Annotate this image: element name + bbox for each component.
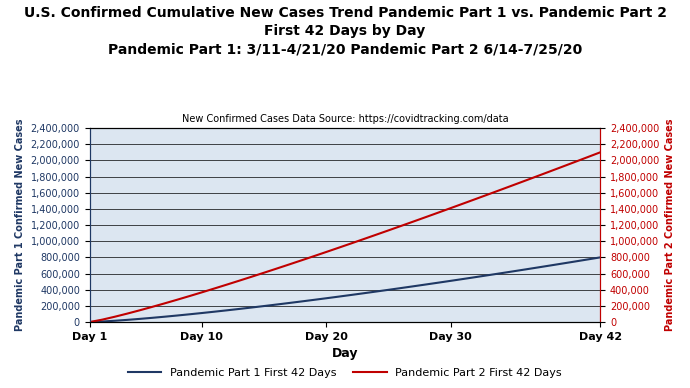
Pandemic Part 2 First 42 Days [397,223,405,228]
Pandemic Part 1 First 42 Days [372,289,380,294]
Pandemic Part 1 First 42 Days [285,301,293,305]
Pandemic Part 1 First 42 Days [197,311,206,315]
Line: Pandemic Part 2 First 42 Days: Pandemic Part 2 First 42 Days [90,152,600,322]
Pandemic Part 1 First 42 Days [497,271,505,275]
Pandemic Part 2 First 42 Days [359,237,368,241]
Y-axis label: Pandemic Part 2 Confirmed New Cases: Pandemic Part 2 Confirmed New Cases [665,119,675,331]
Pandemic Part 1 First 42 Days [335,294,343,299]
Pandemic Part 1 First 42 Days [148,315,156,320]
Pandemic Part 1 First 42 Days [86,320,94,324]
Pandemic Part 1 First 42 Days [422,282,430,287]
Pandemic Part 1 First 42 Days [446,279,455,283]
Pandemic Part 1 First 42 Days [322,296,331,301]
Pandemic Part 2 First 42 Days [160,301,168,306]
Pandemic Part 2 First 42 Days [172,298,181,302]
Pandemic Part 2 First 42 Days [509,183,518,187]
Pandemic Part 2 First 42 Days [384,228,393,233]
Pandemic Part 2 First 42 Days [310,254,318,258]
Pandemic Part 1 First 42 Days [596,255,604,260]
Pandemic Part 1 First 42 Days [459,277,467,281]
Pandemic Part 1 First 42 Days [235,307,244,311]
Pandemic Part 1 First 42 Days [509,269,518,274]
Pandemic Part 1 First 42 Days [409,284,417,289]
Pandemic Part 1 First 42 Days [571,259,580,264]
X-axis label: Day: Day [332,347,358,360]
Line: Pandemic Part 1 First 42 Days: Pandemic Part 1 First 42 Days [90,257,600,322]
Legend: Pandemic Part 1 First 42 Days, Pandemic Part 2 First 42 Days: Pandemic Part 1 First 42 Days, Pandemic … [124,364,566,383]
Pandemic Part 2 First 42 Days [285,262,293,267]
Pandemic Part 1 First 42 Days [123,317,131,322]
Pandemic Part 2 First 42 Days [223,282,231,287]
Pandemic Part 1 First 42 Days [434,280,442,285]
Text: New Confirmed Cases Data Source: https://covidtracking.com/data: New Confirmed Cases Data Source: https:/… [181,114,509,125]
Pandemic Part 1 First 42 Days [273,302,281,307]
Pandemic Part 2 First 42 Days [148,305,156,309]
Pandemic Part 1 First 42 Days [185,312,193,317]
Pandemic Part 2 First 42 Days [596,150,604,154]
Pandemic Part 1 First 42 Days [248,305,256,310]
Pandemic Part 2 First 42 Days [497,187,505,192]
Pandemic Part 2 First 42 Days [260,270,268,275]
Pandemic Part 2 First 42 Days [522,178,530,183]
Pandemic Part 2 First 42 Days [135,308,144,313]
Pandemic Part 1 First 42 Days [546,263,555,268]
Pandemic Part 1 First 42 Days [98,319,106,324]
Pandemic Part 2 First 42 Days [584,155,592,159]
Pandemic Part 1 First 42 Days [310,298,318,302]
Pandemic Part 2 First 42 Days [434,210,442,215]
Pandemic Part 1 First 42 Days [534,265,542,270]
Pandemic Part 2 First 42 Days [335,245,343,250]
Pandemic Part 2 First 42 Days [297,258,306,263]
Pandemic Part 2 First 42 Days [322,249,331,254]
Pandemic Part 2 First 42 Days [571,159,580,164]
Pandemic Part 1 First 42 Days [347,293,355,297]
Pandemic Part 1 First 42 Days [397,286,405,290]
Pandemic Part 2 First 42 Days [235,279,244,283]
Pandemic Part 1 First 42 Days [110,319,119,323]
Pandemic Part 2 First 42 Days [472,197,480,201]
Pandemic Part 1 First 42 Days [359,291,368,296]
Text: U.S. Confirmed Cumulative New Cases Trend Pandemic Part 1 vs. Pandemic Part 2
Fi: U.S. Confirmed Cumulative New Cases Tren… [23,6,667,57]
Y-axis label: Pandemic Part 1 Confirmed New Cases: Pandemic Part 1 Confirmed New Cases [15,119,25,331]
Pandemic Part 2 First 42 Days [123,311,131,316]
Pandemic Part 2 First 42 Days [110,314,119,319]
Pandemic Part 1 First 42 Days [223,308,231,313]
Pandemic Part 2 First 42 Days [185,294,193,298]
Pandemic Part 1 First 42 Days [172,313,181,318]
Pandemic Part 1 First 42 Days [522,267,530,272]
Pandemic Part 2 First 42 Days [197,290,206,295]
Pandemic Part 1 First 42 Days [584,257,592,262]
Pandemic Part 2 First 42 Days [546,169,555,173]
Pandemic Part 2 First 42 Days [559,164,567,169]
Pandemic Part 1 First 42 Days [210,309,218,314]
Pandemic Part 2 First 42 Days [98,317,106,322]
Pandemic Part 1 First 42 Days [484,273,493,277]
Pandemic Part 1 First 42 Days [135,317,144,321]
Pandemic Part 2 First 42 Days [248,274,256,279]
Pandemic Part 1 First 42 Days [297,299,306,304]
Pandemic Part 2 First 42 Days [459,201,467,206]
Pandemic Part 2 First 42 Days [372,232,380,237]
Pandemic Part 1 First 42 Days [559,261,567,266]
Pandemic Part 1 First 42 Days [160,314,168,319]
Pandemic Part 2 First 42 Days [347,241,355,246]
Pandemic Part 2 First 42 Days [210,286,218,291]
Pandemic Part 1 First 42 Days [260,304,268,308]
Pandemic Part 2 First 42 Days [422,215,430,219]
Pandemic Part 2 First 42 Days [534,173,542,178]
Pandemic Part 2 First 42 Days [484,192,493,197]
Pandemic Part 2 First 42 Days [446,206,455,210]
Pandemic Part 1 First 42 Days [384,288,393,292]
Pandemic Part 2 First 42 Days [86,320,94,324]
Pandemic Part 2 First 42 Days [409,219,417,224]
Pandemic Part 2 First 42 Days [273,266,281,271]
Pandemic Part 1 First 42 Days [472,275,480,279]
